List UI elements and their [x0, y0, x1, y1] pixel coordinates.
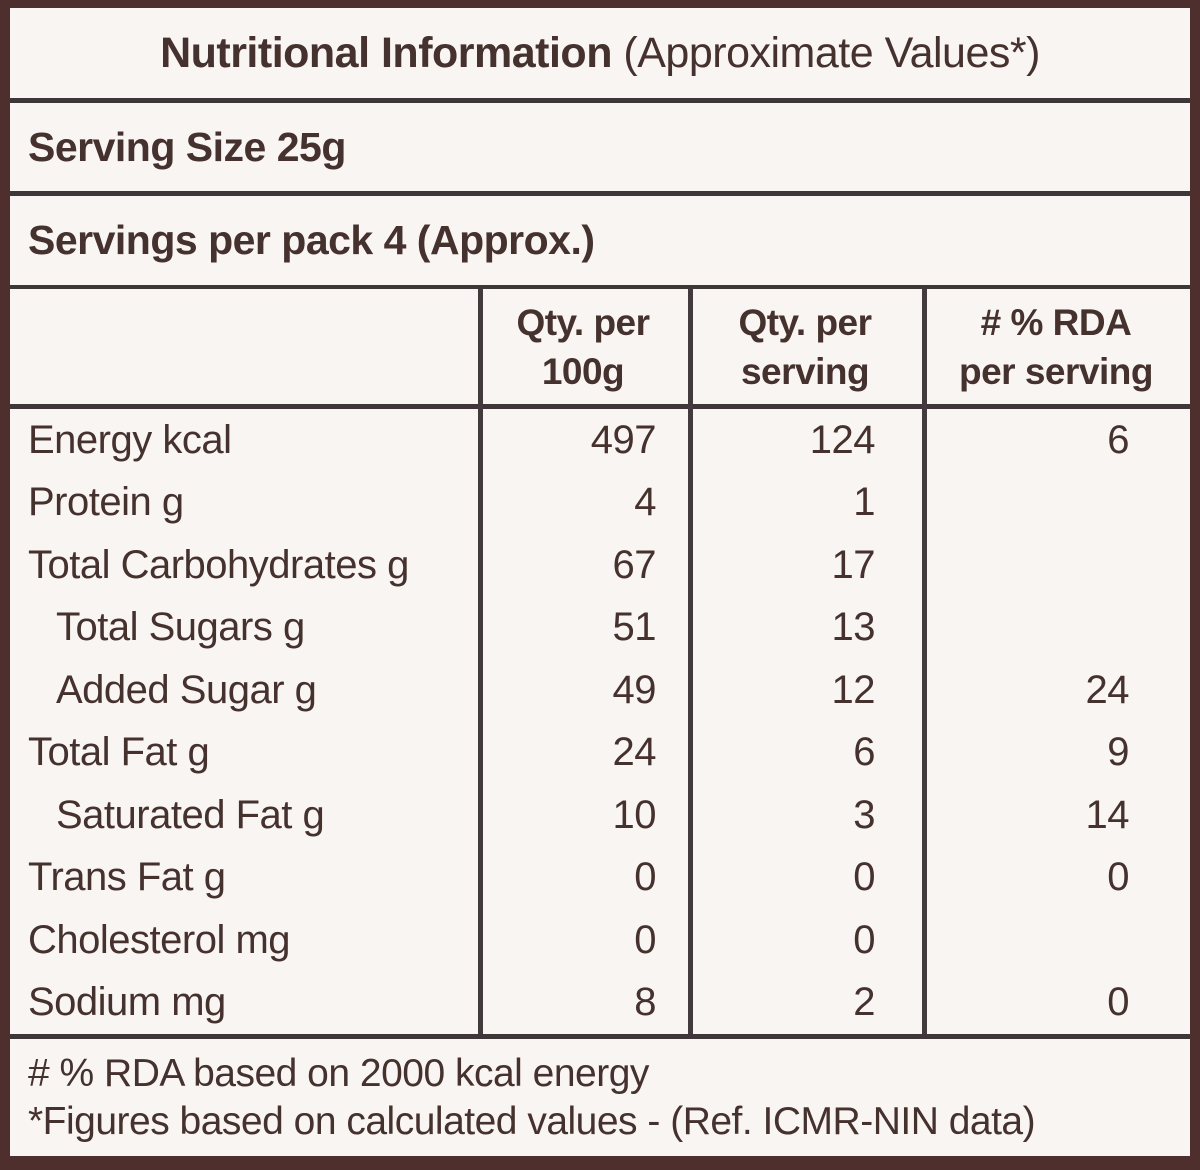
table-row: Sodium mg 8 2 0: [28, 980, 1130, 1025]
divider: [10, 191, 1190, 196]
table-row: Total Sugars g 51 13: [56, 605, 876, 650]
header-nutrient-blank: [10, 289, 478, 404]
header-rda-per-serving: # % RDA per serving: [959, 301, 1153, 392]
serving-size-text: Serving Size 25g: [28, 123, 346, 170]
header-qty-per-serving: Qty. per serving: [738, 301, 872, 392]
divider: [10, 404, 1190, 409]
serving-size-row: Serving Size 25g: [10, 103, 1190, 191]
divider: [10, 1034, 1190, 1039]
table-header-row: Qty. per 100g Qty. per serving # % RDA p…: [10, 289, 1190, 404]
table-row: Energy kcal 497 124 6: [28, 417, 1130, 462]
column-divider: [922, 289, 927, 1034]
table-row: Saturated Fat g 10 3 14: [56, 792, 1130, 837]
table-row: Trans Fat g 0 0 0: [28, 855, 1130, 900]
nutrition-table: Qty. per 100g Qty. per serving # % RDA p…: [10, 289, 1190, 1034]
header-qty-per-100g: Qty. per 100g: [516, 301, 650, 392]
footnotes: # % RDA based on 2000 kcal energy *Figur…: [10, 1039, 1190, 1156]
servings-per-pack-row: Servings per pack 4 (Approx.): [10, 196, 1190, 285]
column-divider: [688, 289, 693, 1034]
title-main: Nutritional Information: [160, 28, 612, 77]
footnote-rda: # % RDA based on 2000 kcal energy: [28, 1051, 649, 1095]
column-divider: [478, 289, 483, 1034]
table-row: Total Carbohydrates g 67 17: [28, 542, 876, 587]
footnote-figures: *Figures based on calculated values - (R…: [28, 1099, 1036, 1143]
title-note: (Approximate Values*): [611, 28, 1040, 77]
table-row: Total Fat g 24 6 9: [28, 730, 1130, 775]
table-row: Cholesterol mg 0 0: [28, 917, 876, 962]
divider: [10, 285, 1190, 289]
table-row: Added Sugar g 49 12 24: [56, 667, 1130, 712]
label-title: Nutritional Information (Approximate Val…: [10, 8, 1190, 98]
servings-per-pack-text: Servings per pack 4 (Approx.): [28, 217, 595, 263]
divider: [10, 98, 1190, 103]
table-row: Protein g 4 1: [28, 480, 876, 525]
